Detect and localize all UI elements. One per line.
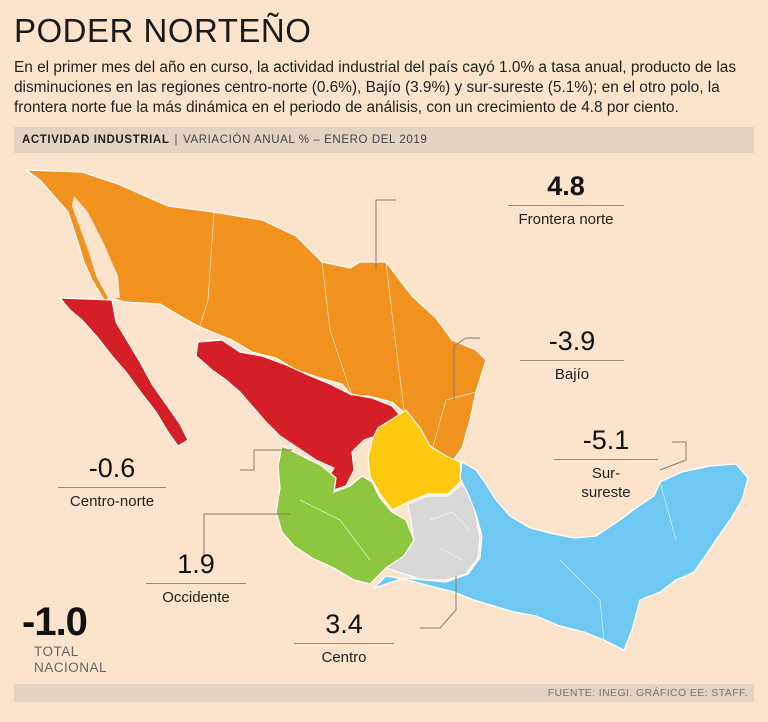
- mexico-map: [24, 169, 749, 651]
- label-sur-sureste: -5.1 Sur- sureste: [554, 424, 658, 502]
- centro-rule: [294, 643, 394, 644]
- leader-lines: [203, 199, 687, 629]
- page-title: PODER NORTEÑO: [14, 12, 312, 49]
- occidente-value: 1.9: [177, 549, 215, 579]
- subheader-detail: VARIACIÓN ANUAL % – ENERO DEL 2019: [183, 134, 428, 146]
- sur-sureste-name-line1: Sur-: [591, 465, 621, 482]
- sur-sureste-name-line2: sureste: [581, 484, 631, 501]
- region-sur-sureste: [373, 461, 749, 651]
- centro-norte-value: -0.6: [88, 453, 136, 483]
- region-centro-norte: [195, 339, 405, 491]
- centro-norte-name: Centro-norte: [69, 493, 155, 510]
- bajio-rule: [520, 360, 624, 361]
- subheader-label: ACTIVIDAD INDUSTRIAL: [22, 134, 170, 146]
- region-centro: [384, 483, 481, 581]
- label-centro-norte: -0.6 Centro-norte: [58, 452, 166, 511]
- subheader-bar: ACTIVIDAD INDUSTRIAL | VARIACIÓN ANUAL %…: [14, 127, 754, 153]
- source-text: FUENTE: INEGI. GRÁFICO EE: STAFF.: [547, 687, 748, 699]
- total-nacional: -1.0 TOTAL NACIONAL: [22, 600, 107, 676]
- label-centro: 3.4 Centro: [294, 608, 394, 667]
- centro-name: Centro: [321, 649, 367, 666]
- bajio-value: -3.9: [548, 326, 596, 356]
- bajio-name: Bajío: [554, 366, 590, 383]
- subheader-separator: |: [174, 134, 179, 146]
- intro-paragraph: En el primer mes del año en curso, la ac…: [14, 59, 737, 116]
- total-line2: NACIONAL: [34, 660, 108, 675]
- total-line1: TOTAL: [34, 644, 79, 659]
- frontera-norte-value: 4.8: [547, 171, 585, 201]
- occidente-name: Occidente: [162, 589, 230, 606]
- state-borders: [197, 211, 677, 641]
- frontera-norte-name: Frontera norte: [518, 211, 614, 228]
- region-bajio: [367, 409, 463, 511]
- frontera-norte-rule: [508, 205, 624, 206]
- label-frontera-norte: 4.8 Frontera norte: [508, 170, 624, 229]
- region-centro-norte-baja: [58, 297, 189, 447]
- label-bajio: -3.9 Bajío: [520, 325, 624, 384]
- centro-norte-rule: [58, 487, 166, 488]
- centro-value: 3.4: [325, 609, 363, 639]
- label-occidente: 1.9 Occidente: [146, 548, 246, 607]
- sur-sureste-value: -5.1: [582, 425, 630, 455]
- gulf-of-california: [72, 196, 120, 298]
- source-footer: FUENTE: INEGI. GRÁFICO EE: STAFF.: [14, 684, 754, 702]
- occidente-rule: [146, 583, 246, 584]
- total-value: -1.0: [22, 600, 88, 644]
- sur-sureste-rule: [554, 459, 658, 460]
